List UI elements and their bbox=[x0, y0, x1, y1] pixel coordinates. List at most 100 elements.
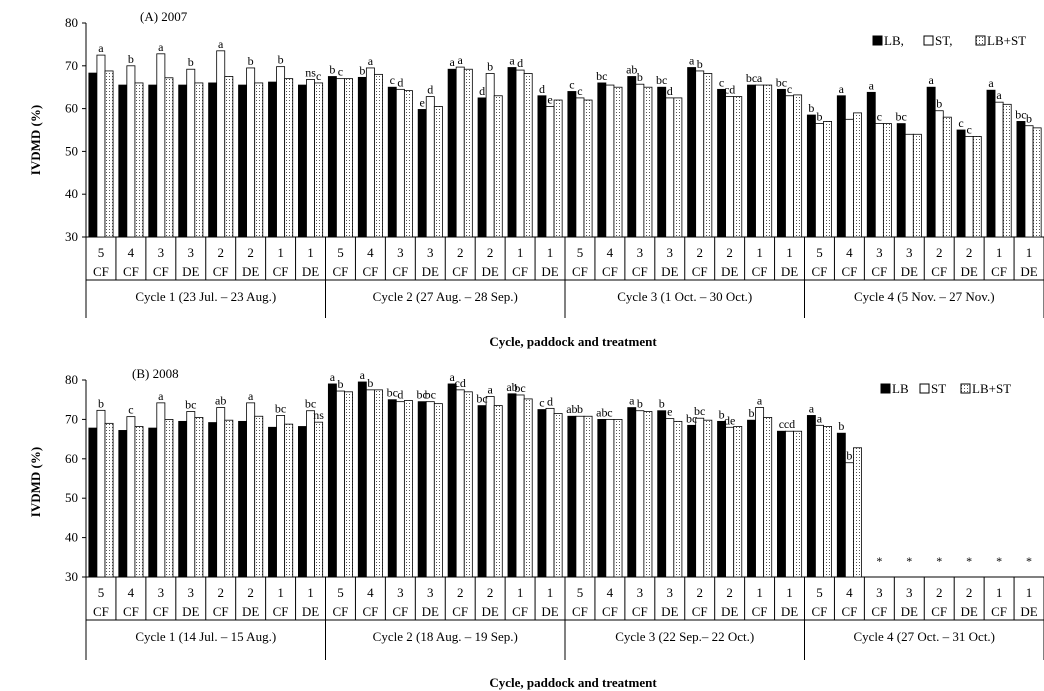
panel-b-paddock-label: 3 bbox=[397, 585, 404, 600]
panel-b-bar-st bbox=[695, 417, 705, 578]
panel-b-paddock-label: 1 bbox=[756, 585, 763, 600]
panel-b-bar-lb bbox=[417, 401, 427, 578]
panel-b-significance-letter: bc bbox=[185, 398, 196, 412]
panel-b-significance-letter: b bbox=[367, 376, 373, 390]
panel-b-bar-lbst bbox=[374, 389, 383, 578]
panel-b-y-tick-label: 30 bbox=[65, 569, 78, 584]
panel-b-treatment-label: CF bbox=[931, 604, 947, 619]
panel-a-treatment-label: DE bbox=[182, 264, 199, 279]
panel-a-treatment-label: CF bbox=[602, 264, 618, 279]
panel-b-bar-lbst bbox=[613, 418, 623, 578]
panel-a-bar-lbst bbox=[882, 123, 892, 238]
panel-b-bar-lbst bbox=[463, 391, 473, 578]
panel-b-treatment-label: CF bbox=[123, 604, 139, 619]
panel-b-chart: (B) 2008 IVDMD (%) Cycle, paddock and tr… bbox=[28, 366, 1044, 690]
panel-b-bar-lbst bbox=[254, 415, 264, 578]
panel-a-paddock-label: 1 bbox=[786, 245, 793, 260]
panel-b-significance-letter: bc bbox=[275, 401, 286, 415]
panel-a-bar-lbst bbox=[1032, 127, 1042, 238]
panel-a-bar-st bbox=[186, 68, 196, 238]
panel-a-paddock-label: 4 bbox=[846, 245, 853, 260]
panel-a-bar-lbst bbox=[613, 86, 623, 238]
panel-a-treatment-label: DE bbox=[1020, 264, 1037, 279]
legend-st-label: ST bbox=[931, 381, 946, 396]
panel-a-treatment-label: DE bbox=[721, 264, 738, 279]
panel-a-paddock-label: 2 bbox=[726, 245, 733, 260]
panel-b-bar-st bbox=[306, 410, 315, 578]
panel-b-paddock-label: 1 bbox=[517, 585, 524, 600]
panel-b-bar-lbst bbox=[853, 447, 862, 578]
panel-a-treatment-label: CF bbox=[392, 264, 408, 279]
panel-a-y-tick-label: 40 bbox=[65, 186, 78, 201]
panel-a-treatment-label: CF bbox=[213, 264, 229, 279]
panel-a-bar-lbst bbox=[853, 112, 862, 238]
panel-b-significance-letter: bc bbox=[476, 392, 487, 406]
panel-a-paddock-label: 1 bbox=[517, 245, 524, 260]
panel-b-bar-lbst bbox=[164, 418, 174, 578]
panel-a-bar-lb bbox=[657, 86, 667, 238]
panel-a-significance-letter: c bbox=[338, 65, 343, 79]
panel-b-bar-lbst bbox=[284, 423, 294, 578]
panel-a-significance-letter: d bbox=[517, 56, 523, 70]
panel-a-bar-lb bbox=[417, 109, 427, 238]
panel-a-bar-lb bbox=[926, 86, 936, 238]
panel-b-bar-st bbox=[844, 462, 854, 578]
panel-b-significance-letter: b bbox=[577, 402, 583, 416]
panel-b-treatment-label: CF bbox=[991, 604, 1007, 619]
panel-b-bar-lb bbox=[836, 432, 846, 578]
panel-a-significance-letter: bc bbox=[596, 69, 607, 83]
panel-a-paddock-label: 5 bbox=[816, 245, 823, 260]
panel-b-paddock-label: 1 bbox=[996, 585, 1003, 600]
panel-a-significance-letter: d bbox=[397, 75, 403, 89]
panel-a-paddock-label: 2 bbox=[936, 245, 943, 260]
panel-a-paddock-label: 1 bbox=[307, 245, 314, 260]
legend-lbst-label: LB+ST bbox=[972, 381, 1011, 396]
panel-b-bar-lbst bbox=[134, 426, 144, 578]
panel-a-bar-lb bbox=[986, 89, 996, 238]
panel-a-bar-lb bbox=[268, 81, 277, 238]
panel-a-significance-letter: c bbox=[966, 122, 971, 136]
panel-a-significance-letter: b bbox=[816, 110, 822, 124]
panel-b-significance-letter: b bbox=[838, 419, 844, 433]
panel-a-paddock-label: 3 bbox=[188, 245, 195, 260]
panel-b-missing-marker: * bbox=[876, 554, 882, 568]
panel-a-bar-lb bbox=[806, 114, 816, 238]
panel-b-bar-st bbox=[725, 426, 735, 578]
panel-b-treatment-label: CF bbox=[512, 604, 528, 619]
panel-b-paddock-label: 1 bbox=[1026, 585, 1033, 600]
panel-b-treatment-label: CF bbox=[602, 604, 618, 619]
panel-a-bar-st bbox=[964, 136, 974, 238]
panel-a-significance-letter: b bbox=[278, 53, 284, 67]
panel-b-y-tick-label: 50 bbox=[65, 490, 78, 505]
panel-a-significance-letter: a bbox=[869, 78, 875, 92]
panel-b-treatment-label: CF bbox=[362, 604, 378, 619]
panel-b-treatment-label: DE bbox=[781, 604, 798, 619]
panel-b-missing-marker: * bbox=[966, 554, 972, 568]
panel-a-significance-letter: e bbox=[420, 95, 425, 109]
panel-b-significance-letter: e bbox=[667, 405, 672, 419]
panel-a-significance-letter: cd bbox=[724, 83, 735, 97]
panel-b-bar-lbst bbox=[823, 426, 832, 578]
panel-b-cycle-label: Cycle 2 (18 Aug. – 19 Sep.) bbox=[373, 629, 518, 644]
panel-b-cycle-label: Cycle 3 (22 Sep.– 22 Oct.) bbox=[615, 629, 754, 644]
panel-a-bar-st bbox=[695, 70, 705, 238]
panel-b-cycle-label: Cycle 4 (27 Oct. – 31 Oct.) bbox=[853, 629, 995, 644]
panel-b-significance-letter: d bbox=[547, 394, 553, 408]
panel-a-bar-lb bbox=[537, 95, 547, 238]
panel-a-significance-letter: b bbox=[248, 54, 254, 68]
panel-b-significance-letter: c bbox=[128, 403, 133, 417]
panel-b-paddock-label: 3 bbox=[667, 585, 674, 600]
panel-a-bar-lbst bbox=[344, 78, 353, 238]
panel-b-bar-st bbox=[455, 389, 465, 578]
panel-b-paddock-label: 2 bbox=[457, 585, 464, 600]
panel-a-bar-lb bbox=[896, 123, 906, 238]
panel-b-significance-letter: bc bbox=[417, 388, 428, 402]
legend-st-label: ST, bbox=[935, 33, 952, 48]
panel-a-significance-letter: a bbox=[988, 76, 994, 90]
panel-a-cycle-label: Cycle 3 (1 Oct. – 30 Oct.) bbox=[617, 289, 752, 304]
panel-a-paddock-label: 4 bbox=[367, 245, 374, 260]
panel-b-treatment-label: DE bbox=[242, 604, 259, 619]
panel-a-bar-st bbox=[425, 96, 435, 238]
panel-a-paddock-label: 5 bbox=[577, 245, 584, 260]
panel-b-treatment-label: CF bbox=[333, 604, 349, 619]
